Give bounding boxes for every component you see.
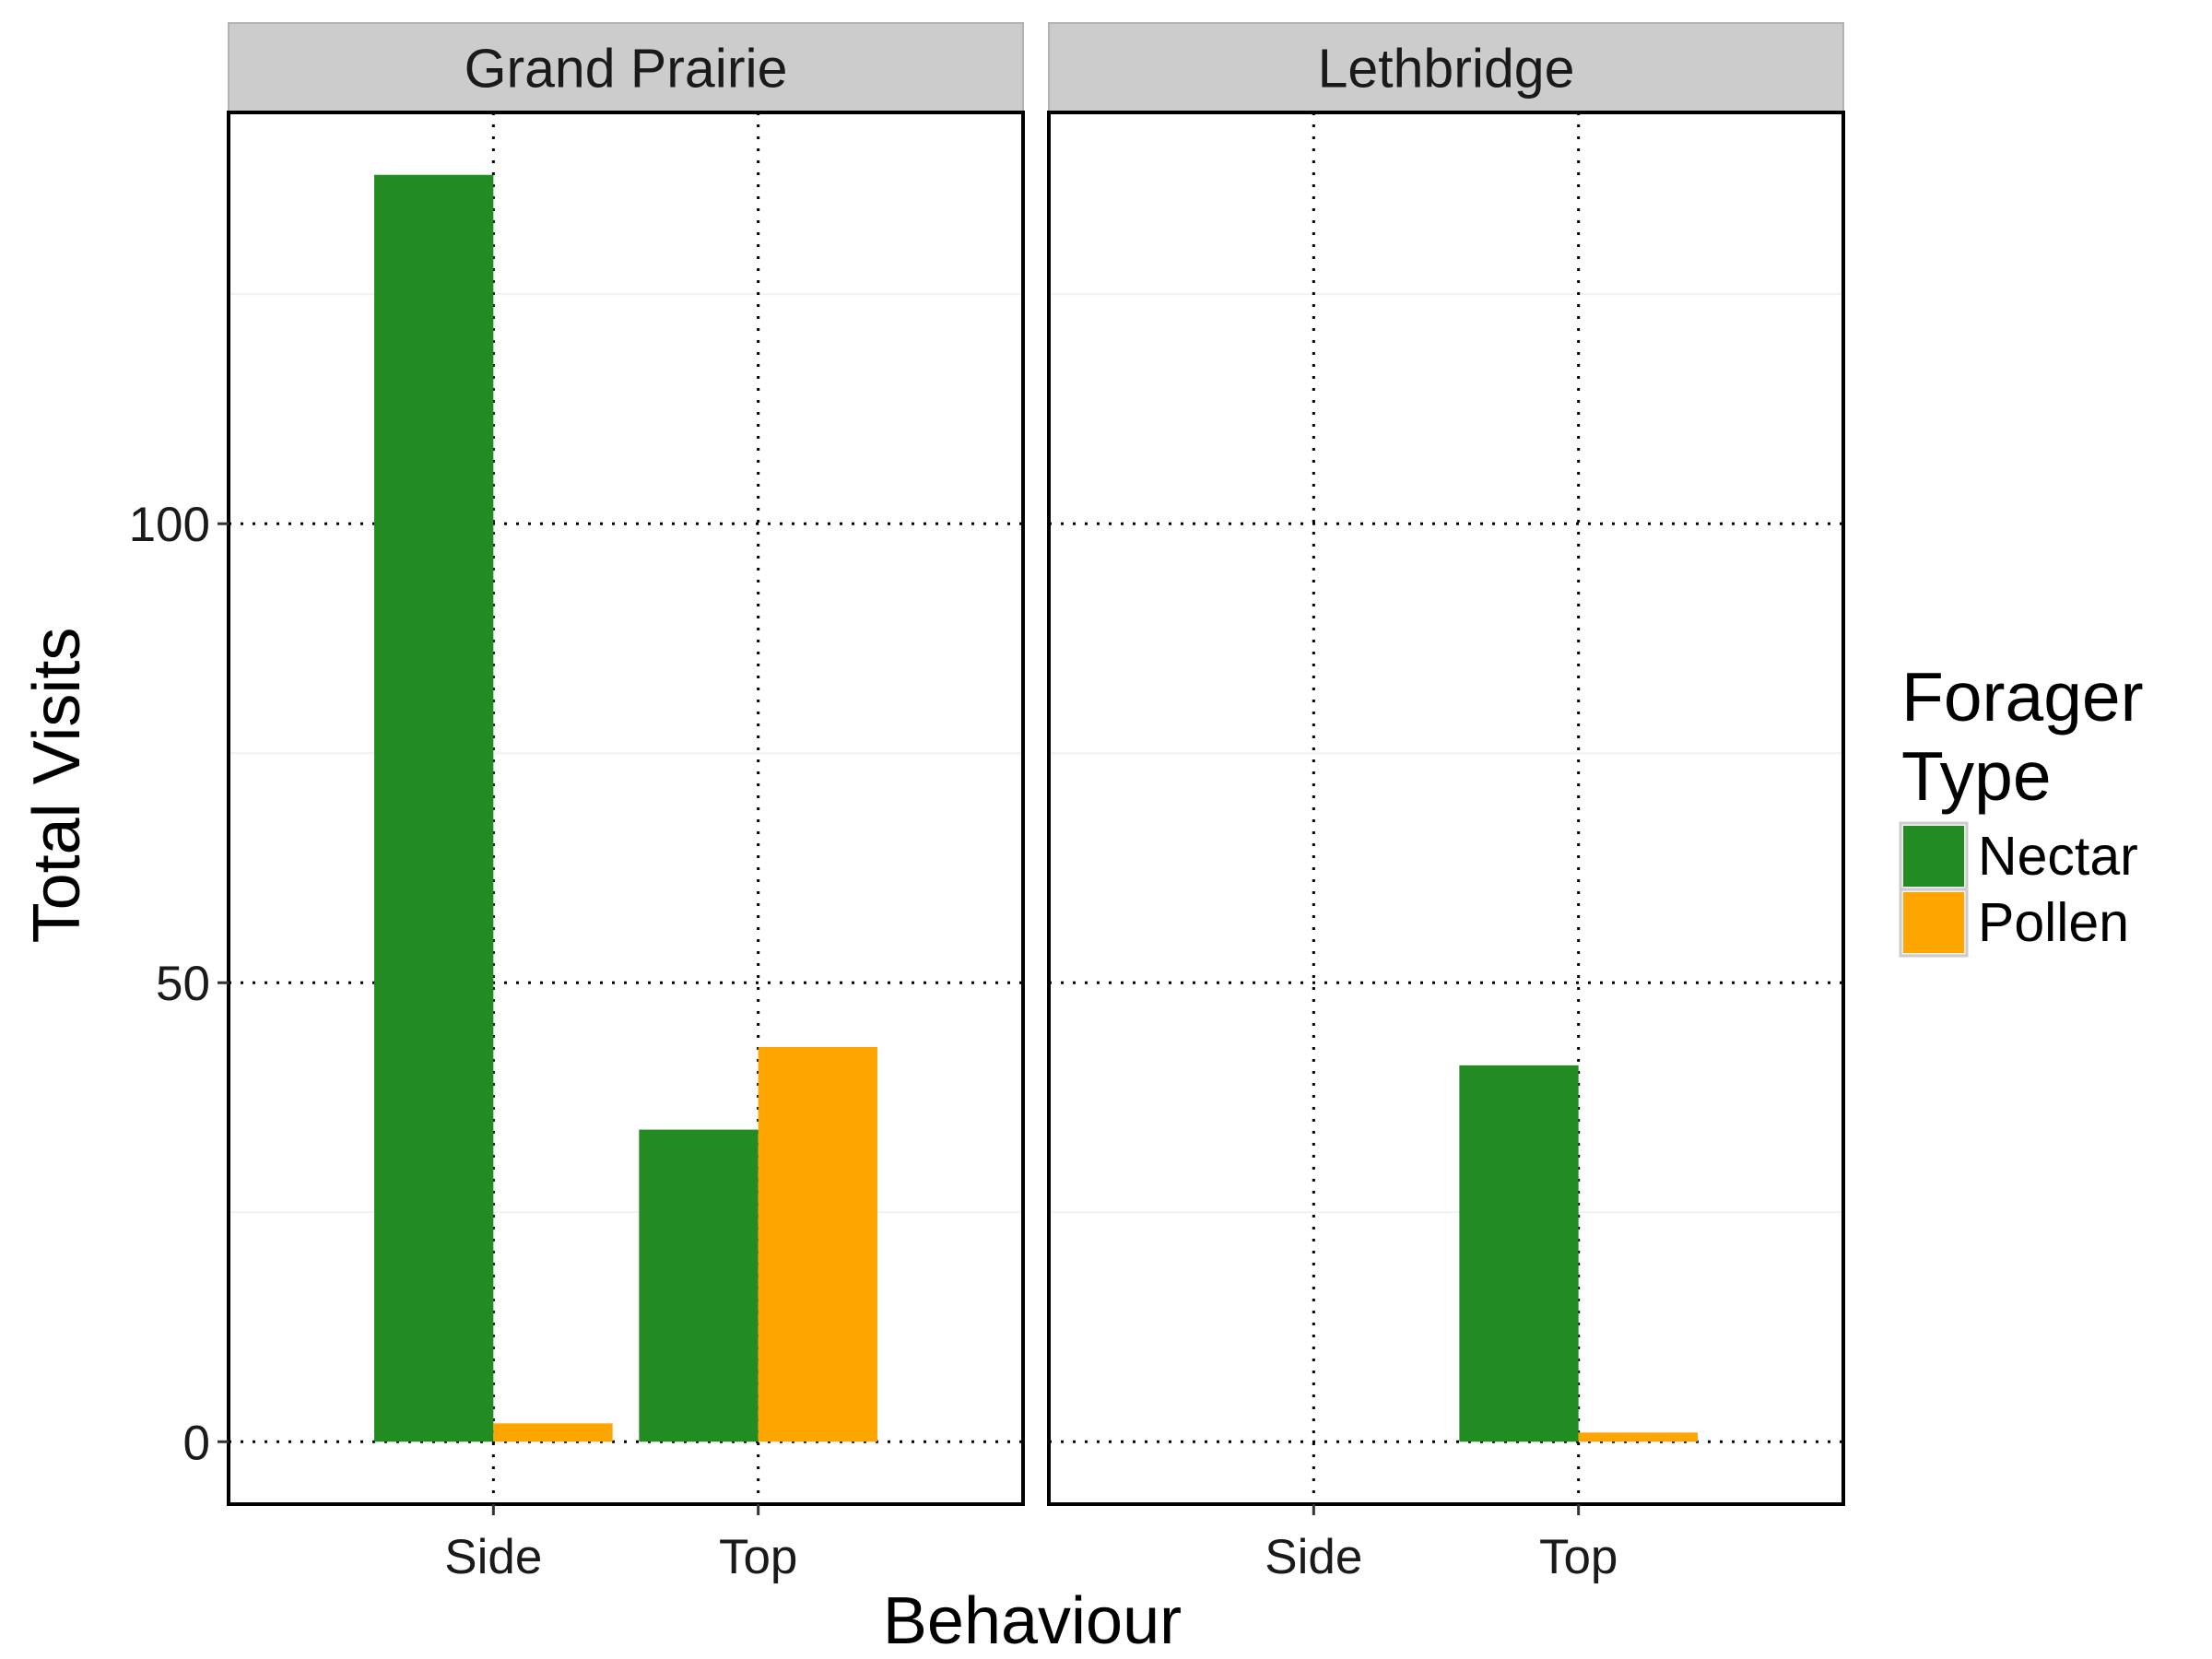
y-tick-label: 0: [183, 1416, 210, 1470]
x-tick-label: Top: [1539, 1530, 1618, 1584]
bar-grand-prairie-side-nectar: [374, 174, 494, 1442]
legend-title-line: Forager: [1901, 658, 2144, 735]
panel-background: [1049, 112, 1843, 1504]
panel-border: [1047, 111, 1845, 1506]
bar-grand-prairie-top-nectar: [639, 1129, 759, 1442]
facet-strip: [228, 22, 1024, 113]
bar-lethbridge-top-nectar: [1459, 1065, 1579, 1442]
legend-title-line: Type: [1901, 737, 2052, 815]
y-axis-title: Total Visits: [20, 628, 94, 944]
x-tick-label: Top: [719, 1530, 797, 1584]
y-axis: 0 50 100: [129, 498, 229, 1470]
legend-label-pollen: Pollen: [1978, 892, 2129, 953]
bar-lethbridge-top-pollen: [1578, 1432, 1698, 1442]
facet-panel-lethbridge: Lethbridge Side Top: [1047, 22, 1845, 1584]
panel-background: [229, 112, 1023, 1504]
x-tick-label: Side: [1265, 1530, 1362, 1584]
x-tick-label: Side: [444, 1530, 542, 1584]
legend-label-nectar: Nectar: [1978, 826, 2138, 887]
legend-swatch-nectar: [1903, 826, 1964, 887]
y-tick-label: 50: [156, 957, 210, 1011]
legend-swatch-pollen: [1903, 892, 1964, 953]
bar-grand-prairie-side-pollen: [493, 1423, 613, 1442]
facet-strip-label: Lethbridge: [1318, 39, 1575, 100]
legend-title: Forager Type: [1901, 658, 2144, 815]
facet-panel-grand-prairie: Grand Prairie Side Top: [227, 22, 1025, 1584]
y-tick-label: 100: [129, 498, 210, 552]
facet-strip-label: Grand Prairie: [465, 39, 788, 100]
facet-panels: Grand Prairie Side Top Lethbridge Side Top: [227, 22, 1845, 1584]
panel-border: [227, 111, 1025, 1506]
x-axis-title: Behaviour: [883, 1584, 1182, 1658]
bar-grand-prairie-top-pollen: [758, 1046, 877, 1442]
